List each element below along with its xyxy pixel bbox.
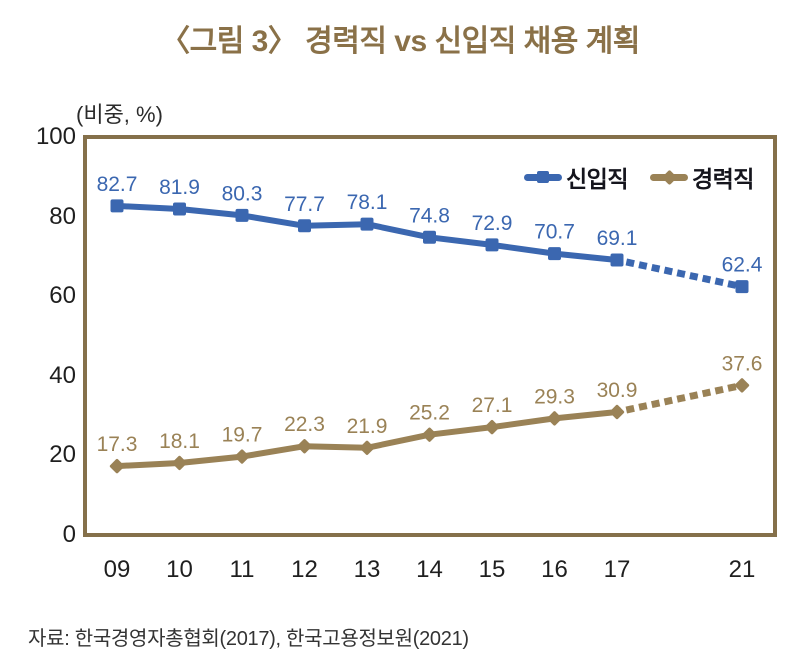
legend: 신입직 경력직 (524, 160, 754, 194)
data-label: 78.1 (347, 191, 388, 214)
data-label: 37.6 (722, 352, 763, 375)
y-tick: 100 (35, 123, 76, 150)
data-label: 77.7 (284, 193, 325, 216)
square-marker (173, 202, 186, 216)
diamond-marker (734, 378, 750, 393)
diamond-marker (172, 455, 187, 471)
x-tick: 21 (728, 556, 756, 583)
data-label: 29.3 (534, 385, 575, 408)
data-label: 72.9 (472, 212, 513, 235)
x-tick: 13 (353, 556, 381, 583)
chart-title: 〈그림 3〉 경력직 vs 신입직 채용 계획 (160, 25, 640, 58)
legend-label-experienced: 경력직 (691, 166, 754, 192)
x-tick: 09 (103, 556, 131, 583)
data-label: 81.9 (159, 176, 200, 199)
diamond-marker (297, 439, 312, 454)
square-marker (735, 280, 749, 294)
y-axis-unit-label: (비중, %) (76, 102, 163, 127)
y-axis-ticks: 0 20 40 60 80 100 (0, 0, 76, 663)
square-marker (423, 230, 436, 244)
data-label: 17.3 (97, 433, 138, 456)
diamond-marker (609, 404, 625, 420)
square-marker (485, 238, 499, 252)
experienced-line-marker-icon (649, 169, 688, 186)
source-citation: 자료: 한국경영자총협회(2017), 한국고용정보원(2021) (28, 628, 469, 650)
diamond-marker (422, 427, 437, 442)
data-label: 25.2 (409, 402, 450, 425)
x-tick: 12 (291, 556, 318, 583)
legend-label-new-hire: 신입직 (566, 166, 628, 192)
data-label: 30.9 (597, 379, 638, 402)
diamond-marker (359, 440, 375, 455)
data-label: 69.1 (597, 227, 638, 250)
data-label: 19.7 (222, 424, 263, 447)
diamond-marker (484, 419, 500, 435)
legend-item-new-hire: 신입직 (524, 160, 628, 194)
y-tick: 0 (62, 521, 76, 548)
plot-border (83, 135, 777, 537)
square-marker (610, 253, 624, 267)
legend-item-experienced: 경력직 (649, 160, 754, 194)
square-marker (548, 247, 561, 261)
x-tick: 16 (541, 556, 568, 583)
data-label: 27.1 (472, 394, 513, 417)
data-label: 22.3 (284, 413, 325, 436)
data-label: 62.4 (722, 254, 763, 277)
x-tick: 10 (166, 556, 193, 583)
x-tick: 15 (478, 556, 506, 583)
diamond-marker (234, 449, 250, 464)
diamond-marker (547, 411, 562, 426)
new-hire-line-marker-icon (524, 169, 562, 185)
y-tick: 20 (49, 441, 76, 469)
series-dotted-line-신입직 (612, 255, 747, 291)
data-label: 74.8 (409, 204, 450, 227)
y-tick: 40 (49, 361, 76, 389)
diamond-marker (109, 458, 125, 474)
data-label: 21.9 (347, 415, 388, 438)
square-marker (110, 199, 124, 213)
data-label: 82.7 (97, 173, 138, 196)
x-tick: 11 (229, 556, 255, 583)
x-tick: 14 (416, 556, 443, 583)
square-marker (360, 217, 374, 231)
y-tick: 60 (49, 282, 76, 310)
square-marker (235, 208, 249, 222)
square-marker (298, 219, 311, 233)
series-dotted-line-경력직 (612, 381, 747, 417)
x-tick: 17 (603, 556, 631, 583)
data-label: 80.3 (222, 182, 263, 205)
data-label: 18.1 (159, 430, 200, 453)
data-label: 70.7 (534, 221, 575, 244)
y-tick: 80 (49, 202, 76, 230)
x-axis-ticks: 09 10 11 12 13 14 15 16 17 21 (0, 558, 800, 588)
